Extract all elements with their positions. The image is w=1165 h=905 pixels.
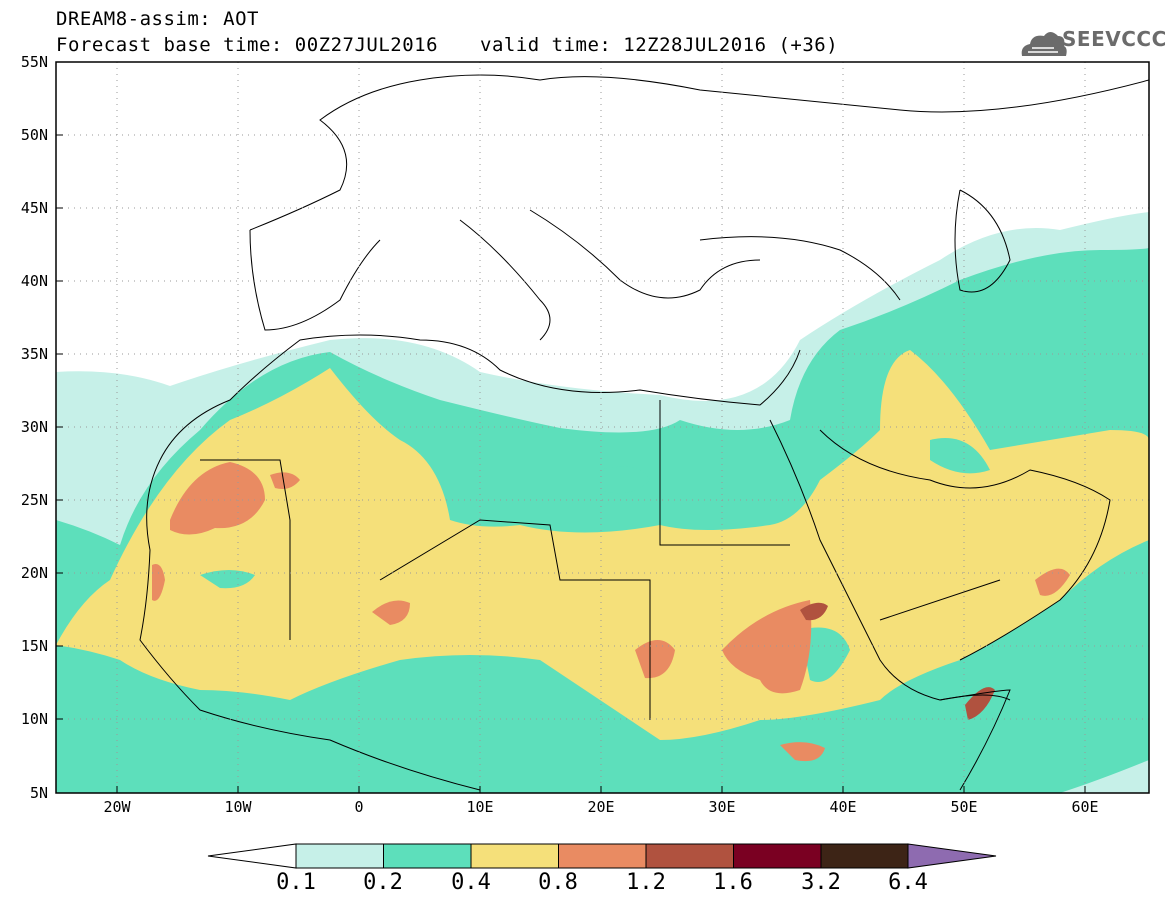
colorbar-swatch-2 (383, 843, 472, 869)
aot-patch-teal-d (800, 627, 850, 682)
map-title: DREAM8-assim: AOT (56, 8, 259, 30)
colorbar-label-3.2: 3.2 (801, 870, 841, 895)
colorbar (207, 843, 997, 869)
lon-label-10e: 10E (466, 798, 493, 816)
aot-patch-0.8-h (152, 564, 165, 601)
coast-balkans (529, 209, 761, 299)
colorbar-label-6.4: 6.4 (888, 870, 928, 895)
tick-marks (56, 61, 1086, 794)
colorbar-label-0.2: 0.2 (363, 870, 403, 895)
lat-label-40n: 40N (21, 272, 48, 290)
coast-iberia (249, 229, 381, 331)
coast-caspian (954, 189, 1011, 293)
lat-label-30n: 30N (21, 418, 48, 436)
colorbar-label-1.6: 1.6 (713, 870, 753, 895)
gridlines (56, 62, 1149, 793)
lon-label-60e: 60E (1071, 798, 1098, 816)
lat-label-55n: 55N (21, 53, 48, 71)
border-sahara-a (200, 459, 291, 640)
aot-fields (56, 212, 1149, 793)
coast-west-africa (139, 459, 481, 791)
coast-horn-africa (939, 689, 1011, 791)
coast-europe (249, 74, 1149, 231)
aot-patch-0.8-f (1035, 568, 1070, 596)
aot-patch-0.8-d (722, 600, 812, 694)
colorbar-swatch-7 (820, 843, 909, 869)
lon-label-0: 0 (354, 798, 363, 816)
lon-label-10w: 10W (224, 798, 252, 816)
colorbar-swatch-above (907, 843, 997, 869)
aot-patch-teal-a (200, 570, 255, 589)
lon-label-20e: 20E (587, 798, 614, 816)
valid-time: valid time: 12Z28JUL2016 (+36) (480, 34, 839, 56)
coast-arabia (819, 429, 1111, 661)
lat-label-45n: 45N (21, 199, 48, 217)
lon-label-50e: 50E (950, 798, 977, 816)
border-sahara-b (379, 519, 651, 720)
border-sahara-c (659, 400, 790, 546)
lat-label-50n: 50N (21, 126, 48, 144)
lat-label-15n: 15N (21, 637, 48, 655)
coastlines (139, 74, 1149, 791)
base-time: Forecast base time: 00Z27JUL2016 (56, 34, 439, 56)
colorbar-swatch-3 (470, 843, 559, 869)
lat-label-20n: 20N (21, 564, 48, 582)
aot-patch-0.8-a (170, 462, 265, 535)
coast-italy (459, 219, 551, 341)
border-arabia (879, 579, 1001, 621)
aot-band-0.4 (56, 350, 1149, 740)
lon-label-40e: 40E (829, 798, 856, 816)
lat-label-10n: 10N (21, 710, 48, 728)
aot-patch-0.8-e (780, 742, 825, 762)
aot-patch-teal-c (930, 438, 990, 474)
lat-label-35n: 35N (21, 345, 48, 363)
colorbar-swatch-6 (733, 843, 822, 869)
colorbar-label-0.4: 0.4 (451, 870, 491, 895)
logo-text: SEEVCCC (1062, 27, 1165, 51)
aot-patch-0.8-c (635, 640, 675, 679)
aot-patch-0.8-b (372, 600, 410, 625)
lon-label-20w: 20W (103, 798, 131, 816)
lat-label-25n: 25N (21, 491, 48, 509)
lon-labels: 20W 10W 0 10E 20E 30E 40E 50E 60E (103, 798, 1098, 816)
colorbar-swatch-1 (295, 843, 384, 869)
colorbar-swatch-4 (558, 843, 647, 869)
lat-labels: 55N 50N 45N 40N 35N 30N 25N 20N 15N 10N … (21, 53, 48, 802)
colorbar-label-1.2: 1.2 (626, 870, 666, 895)
coast-nw-africa (159, 334, 801, 461)
colorbar-label-0.8: 0.8 (538, 870, 578, 895)
aot-patch-teal-b (600, 466, 650, 494)
cloud-icon (1021, 32, 1067, 56)
aot-patch-0.8-g (270, 472, 300, 489)
coast-turkey (699, 236, 901, 301)
lat-label-5n: 5N (30, 784, 48, 802)
colorbar-label-0.1: 0.1 (276, 870, 316, 895)
aot-patch-1.2-a (800, 602, 828, 621)
lon-label-30e: 30E (708, 798, 735, 816)
colorbar-swatch-5 (645, 843, 734, 869)
colorbar-swatch-below (207, 843, 297, 869)
